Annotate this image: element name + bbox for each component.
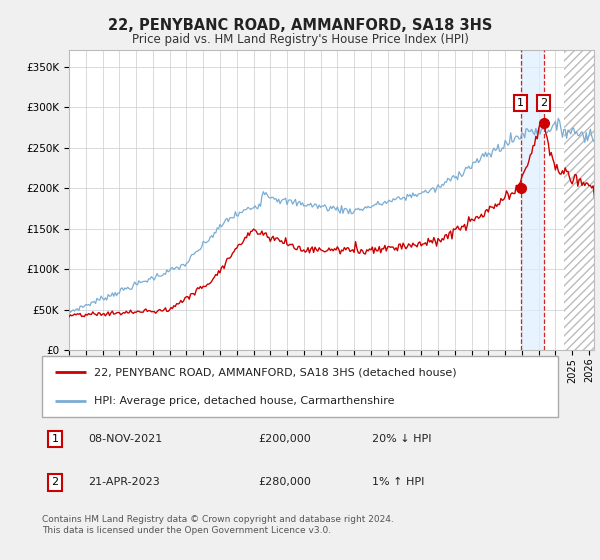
Text: 21-APR-2023: 21-APR-2023 [88,478,160,488]
Text: 22, PENYBANC ROAD, AMMANFORD, SA18 3HS (detached house): 22, PENYBANC ROAD, AMMANFORD, SA18 3HS (… [94,367,456,377]
Bar [521,50,544,350]
Text: 1% ↑ HPI: 1% ↑ HPI [372,478,425,488]
Text: 1: 1 [517,98,524,108]
Text: HPI: Average price, detached house, Carmarthenshire: HPI: Average price, detached house, Carm… [94,395,394,405]
Text: 2: 2 [540,98,547,108]
FancyBboxPatch shape [42,356,558,417]
Text: £200,000: £200,000 [259,434,311,444]
Text: £280,000: £280,000 [259,478,311,488]
Text: 1: 1 [52,434,58,444]
Bar [564,50,596,350]
Text: 2: 2 [52,478,58,488]
Text: Price paid vs. HM Land Registry's House Price Index (HPI): Price paid vs. HM Land Registry's House … [131,32,469,46]
Text: 22, PENYBANC ROAD, AMMANFORD, SA18 3HS: 22, PENYBANC ROAD, AMMANFORD, SA18 3HS [108,18,492,32]
Text: 08-NOV-2021: 08-NOV-2021 [88,434,163,444]
Text: 20% ↓ HPI: 20% ↓ HPI [372,434,432,444]
Text: Contains HM Land Registry data © Crown copyright and database right 2024.
This d: Contains HM Land Registry data © Crown c… [42,515,394,535]
